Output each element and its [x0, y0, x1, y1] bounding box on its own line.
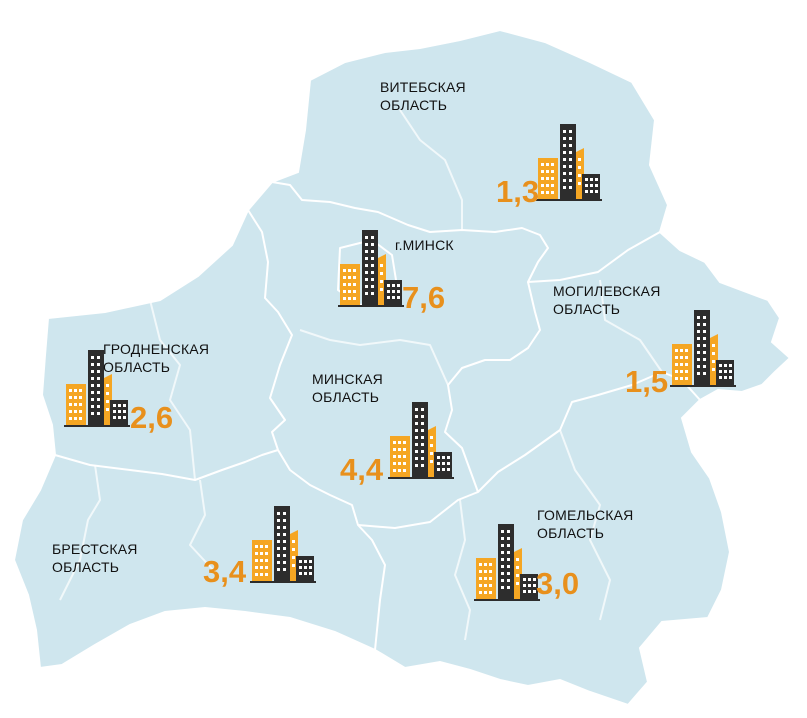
region-borders	[54, 109, 701, 651]
region-value-minsk-region: 4,4	[340, 452, 384, 487]
region-name-line: ОБЛАСТЬ	[52, 559, 120, 575]
region-value-vitebsk: 1,3	[496, 174, 540, 209]
region-value-grodno: 2,6	[130, 400, 174, 435]
region-name-line: ОБЛАСТЬ	[553, 301, 621, 317]
region-name-minsk-city: г.МИНСК	[395, 236, 454, 254]
region-name-line: ОБЛАСТЬ	[537, 525, 605, 541]
region-name-line: ОБЛАСТЬ	[312, 389, 380, 405]
region-name-brest: БРЕСТСКАЯ ОБЛАСТЬ	[52, 540, 138, 576]
region-value-minsk-city: 7,6	[402, 280, 446, 315]
region-value-brest: 3,4	[203, 554, 247, 589]
region-name-line: ВИТЕБСКАЯ	[380, 79, 466, 95]
region-name-mogilev: МОГИЛЕВСКАЯ ОБЛАСТЬ	[553, 282, 661, 318]
region-name-line: ГОМЕЛЬСКАЯ	[537, 507, 634, 523]
region-name-line: г.МИНСК	[395, 237, 454, 253]
region-name-line: ОБЛАСТЬ	[380, 97, 448, 113]
region-name-line: МОГИЛЕВСКАЯ	[553, 283, 661, 299]
region-value-mogilev: 1,5	[625, 364, 669, 399]
region-name-gomel: ГОМЕЛЬСКАЯ ОБЛАСТЬ	[537, 506, 633, 542]
region-name-line: ГРОДНЕНСКАЯ	[103, 341, 210, 357]
region-name-line: ОБЛАСТЬ	[103, 359, 171, 375]
region-name-line: БРЕСТСКАЯ	[52, 541, 138, 557]
region-value-gomel: 3,0	[536, 566, 580, 601]
region-name-minsk-region: МИНСКАЯ ОБЛАСТЬ	[312, 370, 383, 406]
region-name-line: МИНСКАЯ	[312, 371, 383, 387]
region-name-vitebsk: ВИТЕБСКАЯ ОБЛАСТЬ	[380, 78, 466, 114]
region-name-grodno: ГРОДНЕНСКАЯ ОБЛАСТЬ	[103, 340, 209, 376]
